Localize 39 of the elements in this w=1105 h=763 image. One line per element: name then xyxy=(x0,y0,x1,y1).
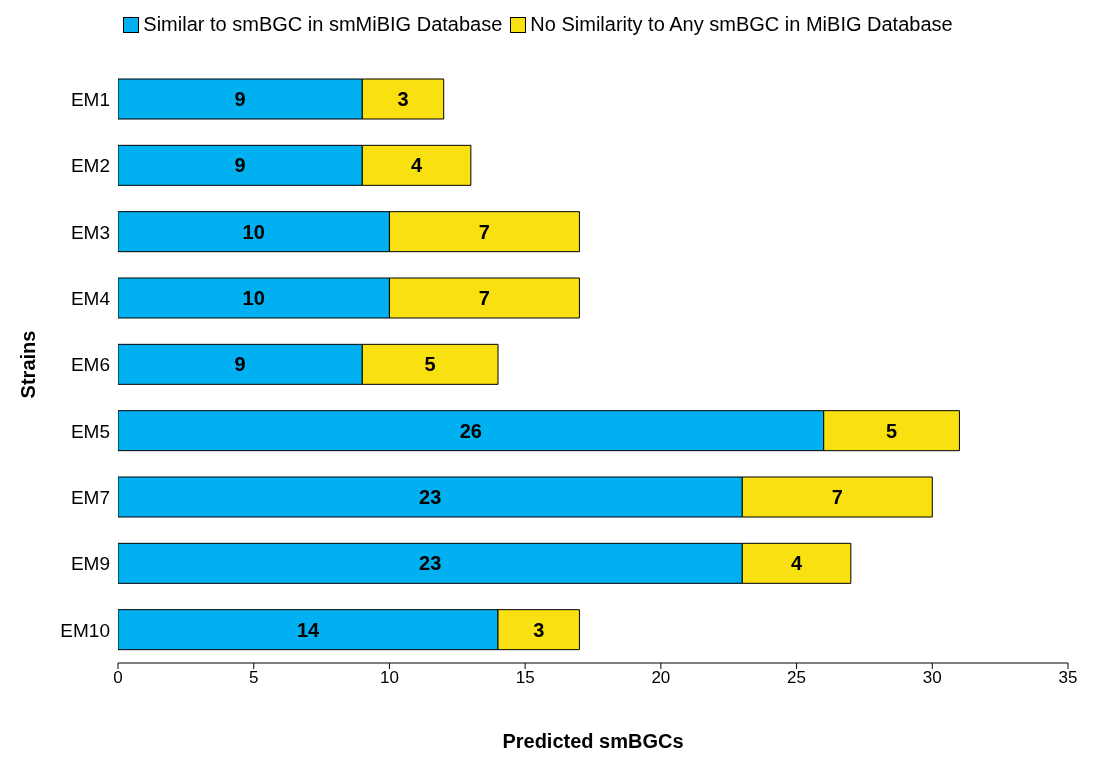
data-label: 9 xyxy=(234,88,246,111)
y-tick-label: EM2 xyxy=(70,155,110,177)
data-label: 4 xyxy=(411,154,424,177)
x-tick-label: 5 xyxy=(248,668,259,688)
y-tick-label: EM3 xyxy=(70,221,110,243)
x-tick-label: 0 xyxy=(113,668,123,688)
y-tick-label: EM10 xyxy=(60,619,110,641)
x-tick-label: 25 xyxy=(787,668,807,688)
y-axis-title: Strains xyxy=(17,330,40,399)
legend-label: Similar to smBGC in smMiBIG Database xyxy=(142,13,503,36)
data-label: 7 xyxy=(831,486,843,509)
data-label: 5 xyxy=(424,353,436,376)
data-label: 4 xyxy=(791,552,804,575)
x-tick-label: 10 xyxy=(379,668,399,688)
y-tick-label: EM5 xyxy=(70,420,110,442)
x-axis-title: Predicted smBGCs xyxy=(502,730,684,752)
data-label: 9 xyxy=(234,353,246,376)
data-label: 14 xyxy=(296,618,320,641)
y-tick-label: EM1 xyxy=(70,88,110,110)
data-label: 10 xyxy=(242,287,265,310)
data-label: 23 xyxy=(419,552,442,575)
x-tick-label: 30 xyxy=(922,668,942,688)
data-label: 7 xyxy=(478,287,490,310)
y-tick-label: EM6 xyxy=(70,354,110,376)
data-label: 3 xyxy=(533,618,545,641)
data-label: 5 xyxy=(886,419,898,442)
y-tick-label: EM4 xyxy=(70,287,111,309)
x-tick-label: 20 xyxy=(651,668,671,688)
data-label: 7 xyxy=(478,220,490,243)
data-label: 3 xyxy=(397,88,409,111)
data-label: 10 xyxy=(242,220,265,243)
y-tick-label: EM7 xyxy=(70,486,110,508)
data-label: 26 xyxy=(459,419,482,442)
legend-label: No Similarity to Any smBGC in MiBIG Database xyxy=(529,13,953,36)
data-label: 9 xyxy=(234,154,246,177)
x-tick-label: 15 xyxy=(515,668,535,688)
y-tick-label: EM9 xyxy=(70,553,110,575)
data-label: 23 xyxy=(419,486,442,509)
x-tick-label: 35 xyxy=(1058,668,1078,688)
